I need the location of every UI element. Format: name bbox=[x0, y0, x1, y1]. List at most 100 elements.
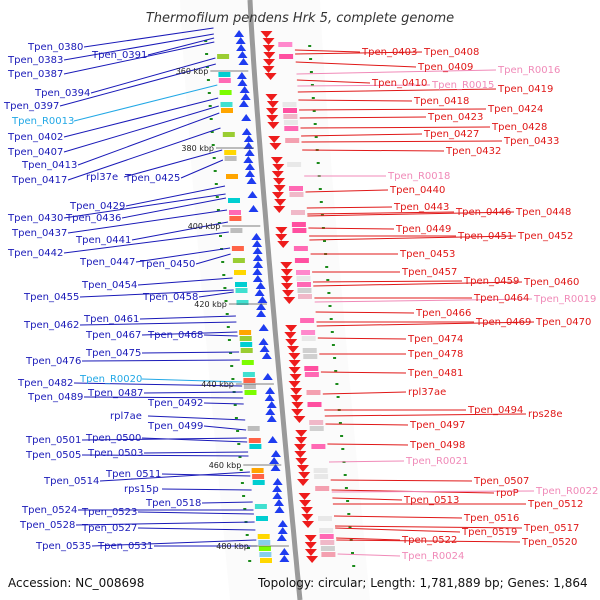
gene-label[interactable]: Tpen_0467 bbox=[85, 330, 141, 341]
gene-label[interactable]: Tpen_0503 bbox=[87, 448, 143, 459]
gene-label[interactable]: Tpen_0494 bbox=[467, 405, 523, 416]
gene-label[interactable]: rpl37ae bbox=[408, 387, 446, 398]
gene-label[interactable]: Tpen_0458 bbox=[142, 292, 198, 303]
gene-label[interactable]: Tpen_R0018 bbox=[387, 171, 450, 182]
gene-label[interactable]: Tpen_0520 bbox=[521, 537, 577, 548]
gene-label[interactable]: Tpen_R0022 bbox=[535, 486, 598, 497]
gene-label[interactable]: Tpen_0468 bbox=[147, 330, 203, 341]
gene-label[interactable]: Tpen_0481 bbox=[407, 368, 463, 379]
gene-label[interactable]: Tpen_0489 bbox=[27, 392, 83, 403]
gene-label[interactable]: Tpen_0441 bbox=[75, 235, 131, 246]
gene-label[interactable]: Tpen_0427 bbox=[423, 129, 479, 140]
gene-label[interactable]: Tpen_0460 bbox=[523, 277, 579, 288]
gene-label[interactable]: Tpen_0498 bbox=[409, 440, 465, 451]
gene-label[interactable]: Tpen_0437 bbox=[11, 228, 67, 239]
gene-label[interactable]: Tpen_0417 bbox=[11, 175, 67, 186]
gene-label[interactable]: Tpen_0516 bbox=[463, 513, 519, 524]
gene-label[interactable]: Tpen_0408 bbox=[423, 47, 479, 58]
gene-label[interactable]: Tpen_0455 bbox=[23, 292, 79, 303]
gene-label[interactable]: Tpen_0528 bbox=[19, 520, 75, 531]
gene-label[interactable]: Tpen_0449 bbox=[395, 224, 451, 235]
gene-label[interactable]: Tpen_0423 bbox=[427, 112, 483, 123]
gene-label[interactable]: Tpen_0440 bbox=[389, 185, 445, 196]
gene-label[interactable]: Tpen_0512 bbox=[527, 499, 583, 510]
gene-label[interactable]: Tpen_0433 bbox=[503, 136, 559, 147]
gene-label[interactable]: Tpen_R0019 bbox=[533, 294, 596, 305]
gene-label[interactable]: Tpen_0499 bbox=[147, 421, 203, 432]
gene-label[interactable]: Tpen_0475 bbox=[85, 348, 141, 359]
gene-label[interactable]: Tpen_0457 bbox=[401, 267, 457, 278]
gene-label[interactable]: Tpen_0397 bbox=[3, 101, 59, 112]
gene-label[interactable]: Tpen_0436 bbox=[65, 213, 121, 224]
gene-label[interactable]: Tpen_0451 bbox=[457, 231, 513, 242]
gene-label[interactable]: Tpen_0519 bbox=[461, 527, 517, 538]
gene-label[interactable]: Tpen_0413 bbox=[21, 160, 77, 171]
gene-label[interactable]: Tpen_0450 bbox=[139, 259, 195, 270]
gene-label[interactable]: Tpen_0446 bbox=[455, 207, 511, 218]
gene-label[interactable]: Tpen_0517 bbox=[523, 523, 579, 534]
gene-label[interactable]: rps15p bbox=[124, 484, 159, 495]
gene-label[interactable]: Tpen_0531 bbox=[97, 541, 153, 552]
gene-label[interactable]: Tpen_R0024 bbox=[401, 551, 464, 562]
gene-label[interactable]: Tpen_0428 bbox=[491, 122, 547, 133]
gene-label[interactable]: rpl37e bbox=[86, 172, 118, 183]
gene-label[interactable]: Tpen_0380 bbox=[27, 42, 83, 53]
gene-label[interactable]: Tpen_0403 bbox=[361, 47, 417, 58]
gene-label[interactable]: Tpen_0452 bbox=[517, 231, 573, 242]
gene-label[interactable]: Tpen_0443 bbox=[393, 202, 449, 213]
gene-label[interactable]: Tpen_0524 bbox=[21, 505, 77, 516]
gene-label[interactable]: Tpen_0453 bbox=[399, 249, 455, 260]
gene-label[interactable]: Tpen_R0013 bbox=[11, 116, 74, 127]
gene-label[interactable]: Tpen_0513 bbox=[403, 495, 459, 506]
gene-label[interactable]: Tpen_0454 bbox=[81, 280, 137, 291]
gene-label[interactable]: Tpen_0527 bbox=[81, 523, 137, 534]
gene-label[interactable]: Tpen_0429 bbox=[69, 201, 125, 212]
gene-label[interactable]: Tpen_0383 bbox=[7, 55, 63, 66]
gene-label[interactable]: Tpen_0387 bbox=[7, 69, 63, 80]
gene-label[interactable]: Tpen_0407 bbox=[7, 147, 63, 158]
gene-label[interactable]: Tpen_0501 bbox=[25, 435, 81, 446]
gene-label[interactable]: Tpen_0497 bbox=[409, 420, 465, 431]
gene-label[interactable]: Tpen_0500 bbox=[85, 433, 141, 444]
gene-label[interactable]: Tpen_0430 bbox=[7, 213, 63, 224]
gene-label[interactable]: Tpen_0410 bbox=[371, 78, 427, 89]
gene-label[interactable]: Tpen_0391 bbox=[91, 50, 147, 61]
gene-label[interactable]: Tpen_R0020 bbox=[79, 374, 142, 385]
gene-label[interactable]: rpl7ae bbox=[110, 411, 142, 422]
gene-label[interactable]: Tpen_0518 bbox=[145, 498, 201, 509]
gene-label[interactable]: Tpen_0482 bbox=[17, 378, 73, 389]
gene-label[interactable]: Tpen_0418 bbox=[413, 96, 469, 107]
gene-label[interactable]: Tpen_0424 bbox=[487, 104, 543, 115]
gene-label[interactable]: Tpen_0522 bbox=[401, 535, 457, 546]
gene-label[interactable]: Tpen_0505 bbox=[25, 450, 81, 461]
gene-label[interactable]: Tpen_0511 bbox=[105, 469, 161, 480]
gene-label[interactable]: Tpen_0514 bbox=[43, 476, 99, 487]
gene-label[interactable]: Tpen_0535 bbox=[35, 541, 91, 552]
gene-label[interactable]: Tpen_0476 bbox=[25, 356, 81, 367]
gene-label[interactable]: Tpen_0464 bbox=[473, 293, 529, 304]
gene-label[interactable]: rps28e bbox=[528, 409, 563, 420]
gene-label[interactable]: Tpen_0461 bbox=[83, 314, 139, 325]
gene-label[interactable]: Tpen_0402 bbox=[7, 132, 63, 143]
gene-label[interactable]: rpoP bbox=[496, 488, 519, 499]
gene-label[interactable]: Tpen_0448 bbox=[515, 207, 571, 218]
gene-label[interactable]: Tpen_0492 bbox=[147, 398, 203, 409]
gene-label[interactable]: Tpen_0523 bbox=[81, 507, 137, 518]
gene-label[interactable]: Tpen_0419 bbox=[497, 84, 553, 95]
gene-label[interactable]: Tpen_0466 bbox=[415, 308, 471, 319]
gene-label[interactable]: Tpen_0409 bbox=[417, 62, 473, 73]
gene-label[interactable]: Tpen_0474 bbox=[407, 334, 463, 345]
gene-label[interactable]: Tpen_R0016 bbox=[497, 65, 560, 76]
gene-label[interactable]: Tpen_R0021 bbox=[405, 456, 468, 467]
gene-label[interactable]: Tpen_0394 bbox=[34, 88, 90, 99]
gene-label[interactable]: Tpen_0507 bbox=[473, 476, 529, 487]
gene-label[interactable]: Tpen_0442 bbox=[7, 248, 63, 259]
gene-label[interactable]: Tpen_0478 bbox=[407, 349, 463, 360]
gene-label[interactable]: Tpen_0432 bbox=[445, 146, 501, 157]
gene-label[interactable]: Tpen_R0015 bbox=[431, 80, 494, 91]
gene-label[interactable]: Tpen_0459 bbox=[463, 276, 519, 287]
gene-label[interactable]: Tpen_0425 bbox=[124, 173, 180, 184]
gene-label[interactable]: Tpen_0462 bbox=[23, 320, 79, 331]
gene-label[interactable]: Tpen_0447 bbox=[79, 257, 135, 268]
gene-label[interactable]: Tpen_0469 bbox=[475, 317, 531, 328]
